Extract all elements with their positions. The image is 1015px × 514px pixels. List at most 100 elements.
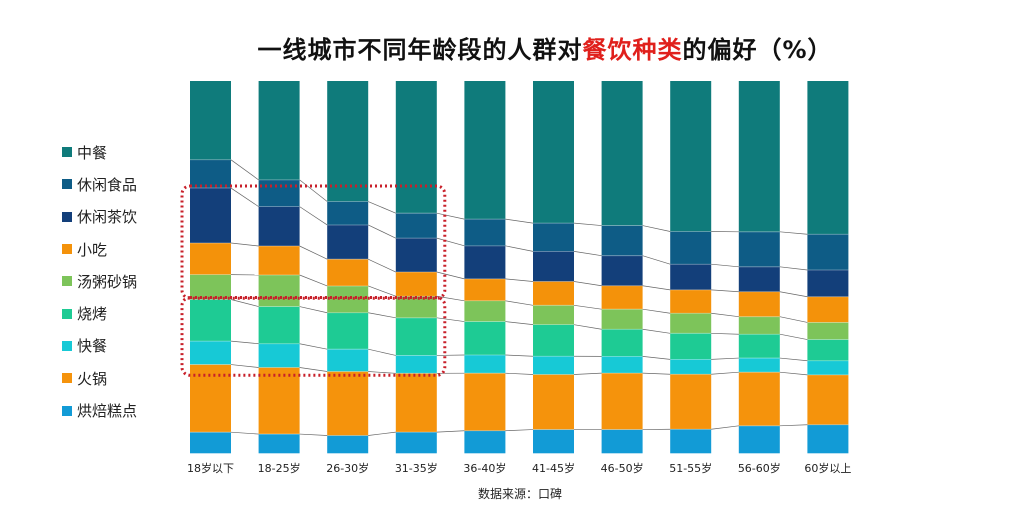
bar-segment [601, 81, 643, 226]
series-connector-line [642, 225, 671, 232]
series-connector-line [711, 332, 739, 335]
bar-segment [258, 246, 300, 276]
title-highlight: 餐饮种类 [582, 36, 683, 64]
series-connector-line [368, 258, 396, 273]
bar-segment [258, 206, 300, 247]
legend-label: 快餐 [77, 337, 108, 356]
bar-segment [258, 179, 300, 207]
bar-segment [258, 81, 300, 181]
title-prefix: 一线城市不同年龄段的人群对 [257, 36, 583, 64]
series-connector-line [230, 340, 259, 345]
series-connector-line [505, 354, 534, 357]
bar-segment [738, 291, 780, 318]
bar-segment [670, 374, 712, 430]
chart-title: 一线城市不同年龄段的人群对餐饮种类的偏好（%） [0, 30, 1015, 65]
bar-segment [395, 432, 437, 454]
series-connector-line [368, 224, 396, 239]
series-connector-line [230, 187, 259, 207]
legend-item: 火锅 [62, 362, 137, 394]
series-connector-line [505, 245, 534, 252]
series-connector-line [368, 312, 396, 319]
bar-segment [533, 429, 574, 454]
bar-segment [601, 255, 643, 287]
bar-segment [190, 341, 231, 365]
bar-segment [738, 266, 780, 293]
series-connector-line [436, 317, 465, 322]
series-connector-line [230, 242, 259, 247]
bar-segment [670, 289, 712, 314]
series-connector-line [368, 371, 396, 374]
series-connector-line [573, 251, 602, 257]
series-connector-line [779, 266, 808, 271]
legend-item: 汤粥砂锅 [62, 265, 137, 297]
series-connector-line [573, 222, 602, 226]
bar-segment [738, 372, 780, 427]
bar-segment [258, 367, 300, 435]
series-connector-line [505, 278, 534, 282]
legend-item: 休闲茶饮 [62, 201, 137, 233]
bar-segment [533, 223, 574, 252]
legend-item: 中餐 [62, 136, 137, 168]
series-connector-line [505, 218, 534, 224]
bar-segment [601, 309, 643, 330]
x-tick-label: 36-40岁 [463, 461, 506, 475]
series-connector-line [711, 289, 739, 293]
series-connector-line [573, 372, 602, 375]
bar-segment [533, 305, 574, 325]
bar-segment [807, 296, 849, 323]
bar-segment [190, 81, 231, 161]
series-connector-line [711, 425, 739, 430]
bar-segment [533, 251, 574, 282]
data-source: 数据来源：口碑 [477, 487, 562, 501]
bar-segment [258, 343, 300, 368]
bar-segment [464, 219, 506, 247]
series-connector-line [505, 300, 534, 306]
bar-segment [327, 435, 369, 454]
series-connector-line [299, 179, 328, 202]
series-connector-line [642, 308, 671, 314]
bar-segment [738, 81, 780, 233]
series-connector-line [299, 306, 328, 314]
bar-segment [601, 429, 643, 454]
bar-segment [190, 188, 231, 244]
bar-segment [464, 321, 506, 356]
highlight-box [180, 296, 447, 377]
series-connector-line [505, 321, 534, 326]
series-connector-line [436, 237, 465, 247]
series-connector-line [368, 201, 396, 214]
bar-segment [395, 355, 437, 374]
bar-segment [670, 81, 712, 232]
series-connector-line [299, 274, 328, 287]
bar-segment [464, 278, 506, 302]
series-connector-line [368, 348, 396, 356]
bar-segment [738, 316, 780, 335]
legend-item: 快餐 [62, 330, 137, 362]
bar-segment [395, 373, 437, 433]
bar-segment [670, 264, 712, 291]
legend-label: 休闲茶饮 [77, 208, 138, 227]
bar-segment [807, 339, 849, 362]
bar-segment [395, 317, 437, 356]
bar-segment [395, 238, 437, 273]
bar-segment [190, 432, 231, 454]
legend-label: 烘焙糕点 [77, 402, 138, 421]
bar-segment [807, 424, 849, 454]
bar-segment [190, 159, 231, 189]
series-connector-line [779, 357, 808, 362]
bar-segment [738, 358, 780, 373]
bar-segment [327, 371, 369, 436]
legend-swatch [62, 276, 72, 287]
bar-segment [738, 425, 780, 454]
series-connector-line [436, 430, 465, 433]
bar-segment [327, 312, 369, 350]
series-connector-line [711, 357, 739, 360]
series-connector-line [230, 364, 259, 368]
series-connector-line [573, 324, 602, 330]
legend-label: 火锅 [77, 369, 108, 388]
bar-segment [533, 356, 574, 375]
series-connector-line [299, 343, 328, 350]
series-connector-line [642, 356, 671, 360]
bar-segment [258, 306, 300, 345]
series-connector-line [368, 431, 396, 436]
